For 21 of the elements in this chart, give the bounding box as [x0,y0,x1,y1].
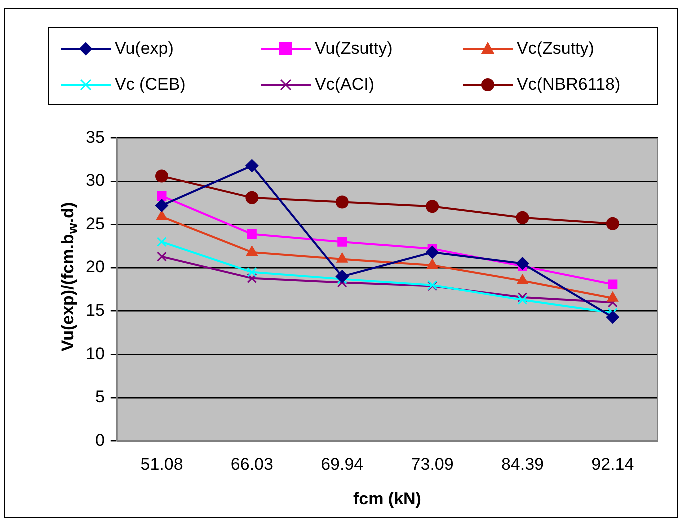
x-tick-label: 73.09 [411,455,454,474]
y-tick-label: 25 [86,214,105,234]
y-tick-label: 10 [86,344,105,364]
x-tick-label: 84.39 [501,455,544,474]
y-tick-label: 30 [86,171,105,190]
x-tick-label: 66.03 [230,455,274,474]
x-tick-label: 92.14 [592,455,634,474]
legend-label: Vc(ACI) [315,75,374,95]
y-tick-label: 0 [95,430,105,450]
y-tick-label: 20 [86,258,105,277]
y-tick-label: 5 [95,388,105,407]
legend-label: Vc (CEB) [115,75,186,95]
x-axis-title: fcm (kN) [353,489,422,508]
y-tick-label: 35 [86,128,105,147]
x-tick-label: 51.08 [140,455,184,474]
legend-label: Vc(NBR6118) [517,75,621,95]
y-tick-label: 15 [86,301,105,320]
legend-label: Vu(exp) [115,39,174,59]
legend-label: Vu(Zsutty) [315,39,393,59]
x-tick-label: 69.94 [321,455,364,474]
legend-label: Vc(Zsutty) [517,39,594,59]
